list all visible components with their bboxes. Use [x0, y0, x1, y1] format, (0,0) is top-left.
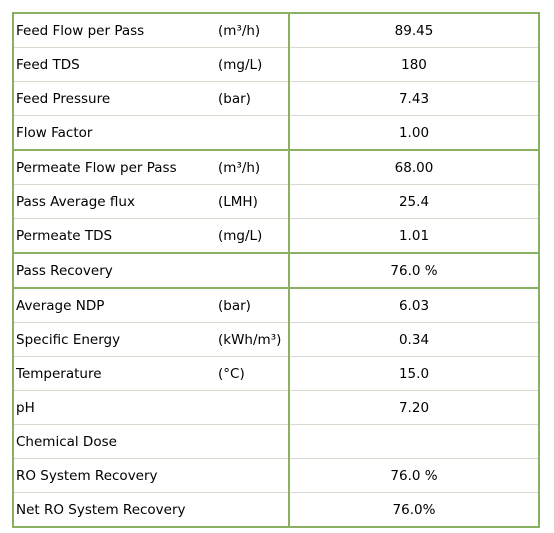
- table-row-flow-factor: Flow Factor 1.00: [12, 115, 540, 151]
- row-unit: (°C): [216, 356, 290, 391]
- row-unit: (m³/h): [216, 12, 290, 48]
- row-value: [289, 424, 540, 459]
- table-row-average-ndp: Average NDP (bar) 6.03: [12, 287, 540, 323]
- row-unit: (kWh/m³): [216, 322, 290, 357]
- table-row-permeate-flow: Permeate Flow per Pass (m³/h) 68.00: [12, 149, 540, 185]
- row-value: 76.0 %: [289, 458, 540, 493]
- row-unit: [216, 492, 290, 528]
- results-table-container: Feed Flow per Pass (m³/h) 89.45 Feed TDS…: [12, 12, 540, 528]
- row-label: Temperature: [12, 356, 216, 391]
- row-value: 15.0: [289, 356, 540, 391]
- row-value: 25.4: [289, 184, 540, 219]
- row-unit: [216, 458, 290, 493]
- row-value: 6.03: [289, 287, 540, 323]
- row-unit: [216, 424, 290, 459]
- row-value: 1.00: [289, 115, 540, 151]
- row-label: Feed Flow per Pass: [12, 12, 216, 48]
- row-unit: (mg/L): [216, 47, 290, 82]
- row-value: 180: [289, 47, 540, 82]
- row-label: Average NDP: [12, 287, 216, 323]
- row-label: Feed TDS: [12, 47, 216, 82]
- table-row-ro-system-recovery: RO System Recovery 76.0 %: [12, 458, 540, 493]
- row-unit: [216, 390, 290, 425]
- row-value: 7.20: [289, 390, 540, 425]
- row-unit: (bar): [216, 287, 290, 323]
- row-label: Flow Factor: [12, 115, 216, 151]
- row-unit: (mg/L): [216, 218, 290, 254]
- row-label: Chemical Dose: [12, 424, 216, 459]
- row-label: Permeate TDS: [12, 218, 216, 254]
- results-table: Feed Flow per Pass (m³/h) 89.45 Feed TDS…: [12, 12, 540, 528]
- table-row-net-ro-system-recovery: Net RO System Recovery 76.0%: [12, 492, 540, 528]
- row-unit: [216, 115, 290, 151]
- table-row-feed-pressure: Feed Pressure (bar) 7.43: [12, 81, 540, 116]
- row-value: 7.43: [289, 81, 540, 116]
- row-label: Feed Pressure: [12, 81, 216, 116]
- table-row-ph: pH 7.20: [12, 390, 540, 425]
- row-label: pH: [12, 390, 216, 425]
- row-label: Permeate Flow per Pass: [12, 149, 216, 185]
- table-row-specific-energy: Specific Energy (kWh/m³) 0.34: [12, 322, 540, 357]
- table-row-temperature: Temperature (°C) 15.0: [12, 356, 540, 391]
- table-row-pass-recovery: Pass Recovery 76.0 %: [12, 252, 540, 289]
- row-unit: (m³/h): [216, 149, 290, 185]
- row-label: RO System Recovery: [12, 458, 216, 493]
- table-row-average-flux: Pass Average flux (LMH) 25.4: [12, 184, 540, 219]
- row-unit: (LMH): [216, 184, 290, 219]
- row-label: Pass Average flux: [12, 184, 216, 219]
- row-value: 89.45: [289, 12, 540, 48]
- row-unit: (bar): [216, 81, 290, 116]
- row-value: 0.34: [289, 322, 540, 357]
- row-value: 68.00: [289, 149, 540, 185]
- row-value: 76.0%: [289, 492, 540, 528]
- results-table-body: Feed Flow per Pass (m³/h) 89.45 Feed TDS…: [12, 12, 540, 528]
- row-value: 76.0 %: [289, 252, 540, 289]
- row-label: Net RO System Recovery: [12, 492, 216, 528]
- table-row-permeate-tds: Permeate TDS (mg/L) 1.01: [12, 218, 540, 254]
- table-row-feed-flow: Feed Flow per Pass (m³/h) 89.45: [12, 12, 540, 48]
- table-row-feed-tds: Feed TDS (mg/L) 180: [12, 47, 540, 82]
- table-row-chemical-dose: Chemical Dose: [12, 424, 540, 459]
- row-label: Pass Recovery: [12, 252, 216, 289]
- row-label: Specific Energy: [12, 322, 216, 357]
- row-value: 1.01: [289, 218, 540, 254]
- row-unit: [216, 252, 290, 289]
